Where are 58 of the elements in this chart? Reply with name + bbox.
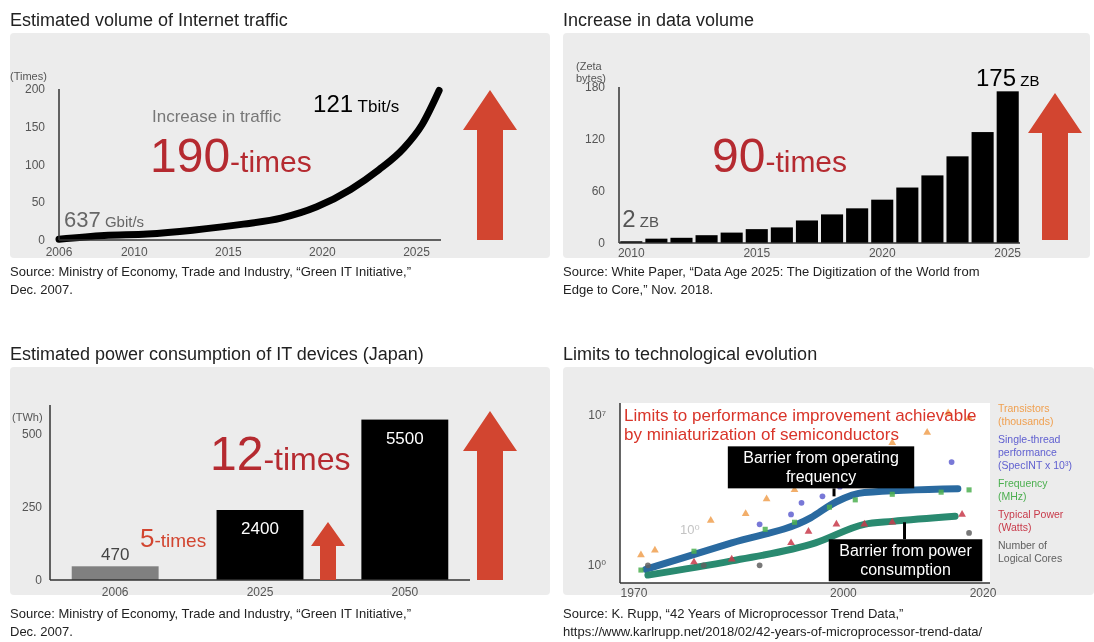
x-tick-label: 2006 xyxy=(45,245,73,259)
y-tick-label: 0 xyxy=(38,233,46,247)
text: 500 xyxy=(21,427,43,441)
annotation: 121 Tbit/s xyxy=(313,89,400,117)
y-tick-label: 200 xyxy=(24,82,46,96)
source-note: Source: K. Rupp, “42 Years of Microprocessor Trend Data,” https://www.karlrupp.net/2018/02/42-years-of-microprocessor-trend-data/ xyxy=(563,606,983,639)
annotation: 10⁰ xyxy=(680,522,700,537)
data-label: 2400 xyxy=(241,519,279,538)
data-label: 2 ZB xyxy=(622,205,659,233)
text: Typical Power (Watts) xyxy=(998,508,1064,533)
annotation: Limits to performance improvement achievable by miniaturization of semiconductors xyxy=(624,406,977,444)
text: 250 xyxy=(21,500,43,514)
annotation: 5-times xyxy=(140,523,207,553)
annotation: 12-times xyxy=(210,427,351,480)
y-tick-label: 0 xyxy=(598,236,606,250)
chart-title: Increase in data volume xyxy=(563,10,755,30)
source-note: Source: Ministry of Economy, Trade and Industry, “Green IT Initiative,” Dec. 2007. xyxy=(10,606,411,639)
y-tick-label: 150 xyxy=(24,119,46,134)
chart-title: Estimated power consumption of IT devices (Japan) xyxy=(10,344,424,364)
annotation: Barrier from power consumption xyxy=(839,542,973,579)
y-tick-label: 10⁰ xyxy=(587,558,607,573)
text: Single-thread performance (SpecINT x 10³) xyxy=(998,433,1072,471)
annotation: Increase in traffic xyxy=(152,107,282,126)
y-tick-label: 10⁷ xyxy=(588,407,606,422)
text: Number of Logical Cores xyxy=(998,539,1063,564)
x-tick-label: 2015 xyxy=(215,245,243,259)
x-tick-label: 2025 xyxy=(403,245,431,259)
chart-title: Estimated volume of Internet traffic xyxy=(10,10,288,30)
source-note: Source: Ministry of Economy, Trade and Industry, “Green IT Initiative,” Dec. 2007. xyxy=(10,264,411,297)
data-label: 470 xyxy=(100,545,130,565)
data-label: 175 ZB xyxy=(976,64,1040,92)
source-note: Source: White Paper, “Data Age 2025: The Digitization of the World from Edge to Core,” Nov. 2018. xyxy=(563,264,980,297)
y-axis-title: (Times) xyxy=(10,70,47,82)
x-tick-label: 1970 xyxy=(620,586,648,600)
chart-title: Limits to technological evolution xyxy=(563,344,818,364)
text: Frequency (MHz) xyxy=(998,477,1049,502)
x-tick-label: 2025 xyxy=(246,585,274,599)
y-tick-label: 100 xyxy=(24,157,46,172)
x-tick-label: 2020 xyxy=(868,246,896,260)
x-tick-label: 2050 xyxy=(391,585,419,599)
y-axis-title: (TWh) xyxy=(12,411,43,423)
x-tick-label: 2015 xyxy=(743,246,771,260)
x-tick-label: 2000 xyxy=(830,586,858,600)
x-tick-label: 2010 xyxy=(120,245,148,259)
y-tick-label: 50 xyxy=(31,195,46,210)
x-tick-label: 2006 xyxy=(101,585,129,599)
x-tick-label: 2020 xyxy=(309,245,337,259)
annotation: 637 Gbit/s xyxy=(64,207,145,233)
x-tick-label: 2020 xyxy=(969,586,997,600)
annotation: 190-times xyxy=(150,129,312,182)
y-tick-label: 120 xyxy=(584,132,606,146)
text: Transistors (thousands) xyxy=(998,402,1054,427)
annotation: 90-times xyxy=(712,129,848,182)
x-tick-label: 2010 xyxy=(617,246,645,260)
annotation: Barrier from operating frequency xyxy=(743,449,899,486)
data-label: 5500 xyxy=(385,428,424,448)
y-tick-label: 60 xyxy=(591,184,606,198)
x-tick-label: 2025 xyxy=(994,246,1022,260)
